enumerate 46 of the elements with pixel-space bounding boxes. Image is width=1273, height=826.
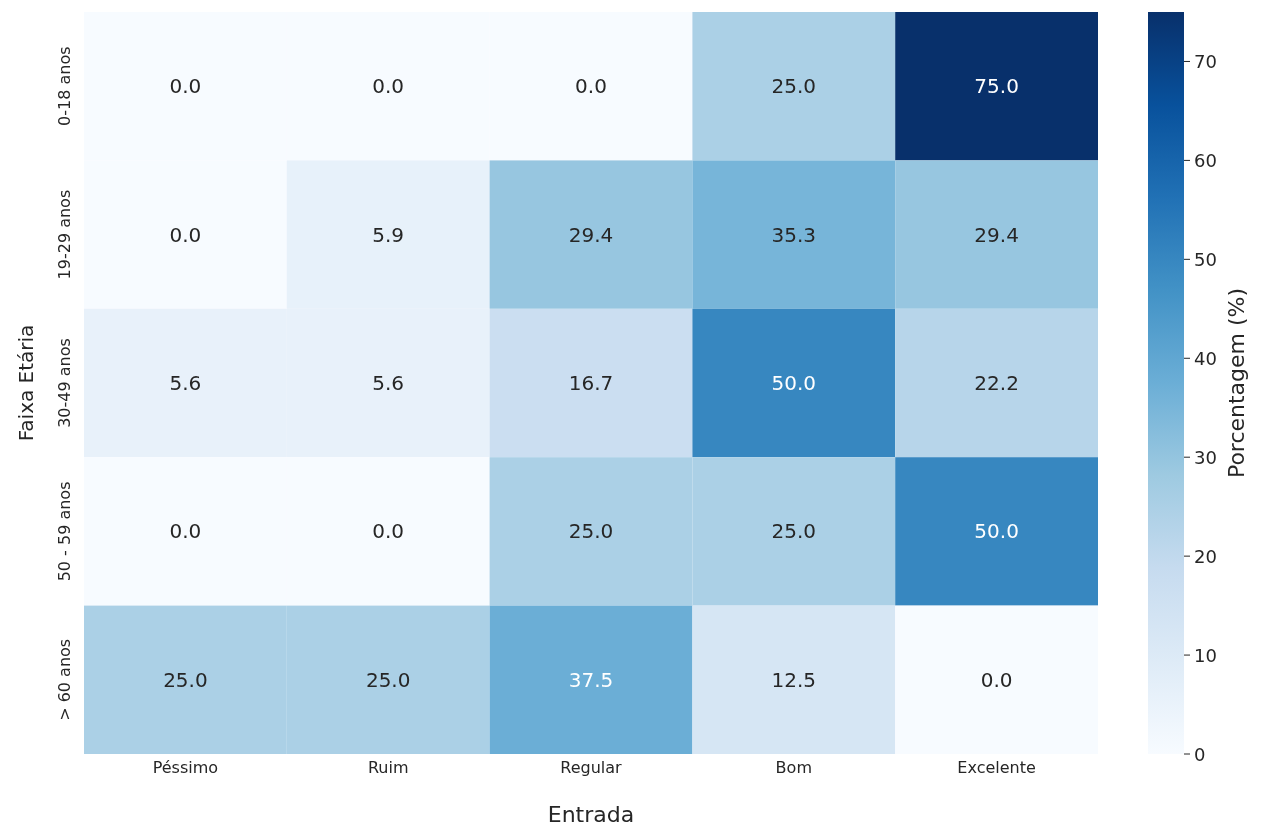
- color-bar-label: 20: [1194, 545, 1217, 567]
- color-bar-label: 60: [1194, 149, 1217, 171]
- data-label: 5.6: [169, 371, 202, 395]
- data-label: 25.0: [771, 74, 817, 99]
- data-label: 22.2: [974, 371, 1019, 395]
- color-bar-title: Porcentagem (%): [1223, 287, 1249, 479]
- data-label: 35.3: [771, 222, 817, 247]
- data-label: 16.7: [568, 371, 614, 395]
- data-label: 50.0: [771, 371, 817, 395]
- y-tick-label: 19-29 anos: [55, 189, 74, 280]
- data-label: 5.9: [372, 222, 405, 247]
- x-tick-label: Bom: [775, 758, 812, 778]
- y-tick-label: 30-49 anos: [55, 338, 74, 428]
- data-label: 29.4: [974, 222, 1019, 247]
- data-label: 0.0: [169, 74, 202, 99]
- color-bar-label: 0: [1194, 743, 1206, 765]
- color-bar-label: 50: [1194, 248, 1217, 270]
- x-tick-label: Péssimo: [152, 758, 219, 778]
- data-label: 0.0: [169, 519, 202, 544]
- data-label: 25.0: [365, 667, 411, 692]
- data-label: 75.0: [974, 74, 1019, 99]
- y-tick-label: 50 - 59 anos: [55, 481, 74, 582]
- y-tick-label: 0-18 anos: [55, 46, 74, 126]
- data-label: 0.0: [372, 519, 405, 544]
- data-label: 25.0: [771, 519, 817, 544]
- color-bar-label: 30: [1194, 446, 1217, 468]
- data-label: 0.0: [372, 74, 405, 99]
- x-tick-label: Regular: [560, 758, 623, 778]
- data-label: 0.0: [169, 222, 202, 247]
- color-bar-label: 70: [1194, 50, 1217, 72]
- data-label: 0.0: [980, 667, 1013, 692]
- data-label: 29.4: [568, 222, 614, 247]
- data-label: 25.0: [568, 519, 614, 544]
- data-label: 5.6: [372, 371, 405, 395]
- data-label: 50.0: [974, 519, 1019, 544]
- x-tick-label: Ruim: [367, 758, 409, 778]
- color-bar-label: 40: [1194, 347, 1217, 369]
- x-tick-label: Excelente: [957, 758, 1036, 778]
- y-tick-label: > 60 anos: [55, 638, 74, 721]
- data-label: 25.0: [163, 667, 208, 692]
- color-bar-label: 10: [1194, 644, 1217, 666]
- data-label: 12.5: [771, 667, 817, 692]
- y-axis-title: Faixa Etária: [14, 324, 39, 442]
- x-axis-title: Entrada: [547, 802, 635, 826]
- data-label: 37.5: [568, 667, 614, 692]
- data-label: 0.0: [575, 74, 607, 99]
